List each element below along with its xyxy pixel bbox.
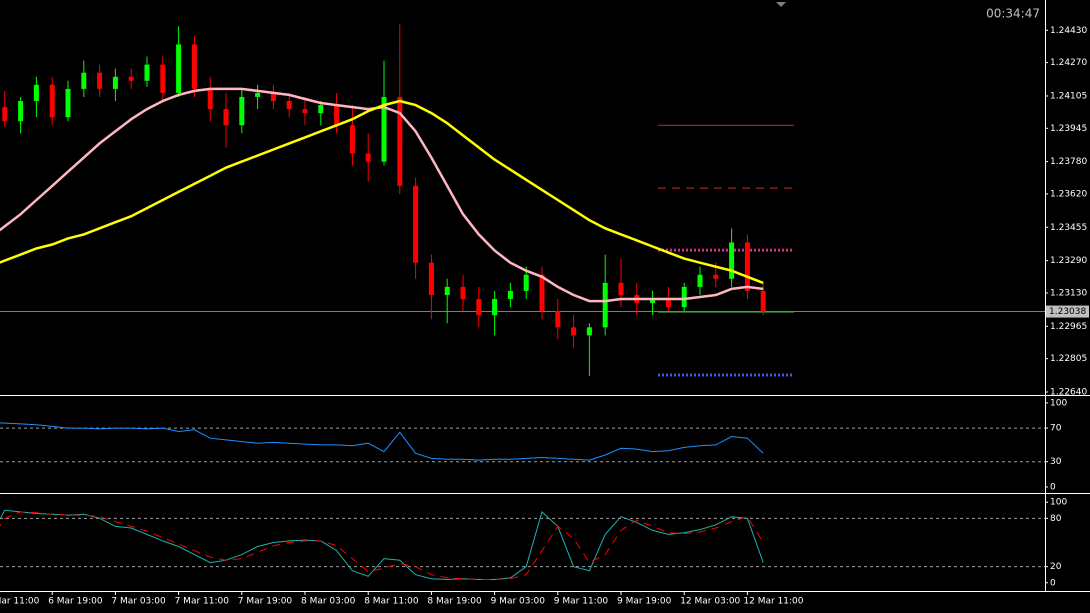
y-tick-label: 1.24430 (1050, 26, 1087, 36)
x-tick-label: 12 Mar 11:00 (743, 597, 803, 607)
y-tick-label: 0 (1050, 578, 1056, 588)
candle-body (665, 299, 671, 308)
candle-body (255, 92, 261, 97)
x-tick-label: 6 Mar 11:00 (0, 597, 40, 607)
timer: 00:34:47 (986, 7, 1040, 21)
y-tick-label: 1.23130 (1050, 288, 1087, 298)
candle-body (270, 92, 276, 102)
x-tick-label: 9 Mar 11:00 (554, 597, 609, 607)
candle-body (97, 72, 103, 89)
y-tick-label: 1.22965 (1050, 322, 1087, 332)
x-tick-label: 7 Mar 11:00 (175, 597, 230, 607)
candle-body (760, 290, 766, 312)
candle-body (444, 286, 450, 295)
y-tick-label: 100 (1050, 498, 1067, 508)
candle-body (286, 101, 292, 110)
indicator-line (0, 511, 764, 580)
candle-body (428, 262, 434, 295)
candle-body (476, 299, 482, 316)
candle-body (729, 242, 735, 279)
candle-body (523, 274, 529, 291)
candle-body (318, 105, 324, 114)
x-tick-label: 8 Mar 19:00 (427, 597, 482, 607)
candle-body (697, 274, 703, 287)
candle-body (81, 72, 87, 89)
candle-body (112, 76, 118, 89)
y-tick-label: 1.23290 (1050, 256, 1087, 266)
y-tick-label: 30 (1050, 457, 1062, 467)
y-tick-label: 1.22805 (1050, 354, 1087, 364)
x-tick-label: 8 Mar 03:00 (301, 597, 356, 607)
frame (0, 0, 1090, 592)
x-tick-label: 7 Mar 19:00 (238, 597, 293, 607)
candle-body (65, 88, 71, 118)
candle-body (207, 88, 213, 110)
x-tick-label: 8 Mar 11:00 (364, 597, 419, 607)
y-tick-label: 20 (1050, 562, 1062, 572)
candle-body (413, 185, 419, 263)
y-tick-label: 1.23620 (1050, 189, 1087, 199)
candle-body (507, 290, 513, 300)
candle-body (365, 153, 371, 162)
candle-body (18, 101, 24, 122)
x-tick-label: 7 Mar 03:00 (111, 597, 166, 607)
y-tick-label: 70 (1050, 424, 1062, 434)
y-tick-label: 1.23780 (1050, 157, 1087, 167)
y-tick-label: 1.23455 (1050, 223, 1087, 233)
candle-body (681, 286, 687, 308)
y-tick-label: 0 (1050, 482, 1056, 492)
candle-body (571, 327, 577, 336)
candle-body (744, 242, 750, 291)
indicator-line (0, 99, 764, 285)
candle-body (349, 125, 355, 154)
candle-body (555, 311, 561, 328)
candle-body (381, 96, 387, 162)
candle-body (2, 107, 8, 122)
indicator-line (0, 422, 764, 461)
y-tick-label: 80 (1050, 514, 1062, 524)
candle-body (602, 282, 608, 328)
y-tick-label: 1.23945 (1050, 124, 1087, 134)
y-tick-label: 1.24105 (1050, 91, 1087, 101)
candle-body (144, 64, 150, 81)
candle-body (191, 44, 197, 89)
candle-body (713, 274, 719, 279)
shift-marker (776, 2, 786, 7)
candle-body (33, 84, 39, 102)
x-tick-label: 9 Mar 19:00 (617, 597, 672, 607)
candle-body (397, 96, 403, 186)
y-tick-label: 1.22640 (1050, 387, 1087, 397)
y-tick-label: 1.24270 (1050, 58, 1087, 68)
x-tick-label: 6 Mar 19:00 (48, 597, 103, 607)
candle-body (302, 109, 308, 114)
candle-body (460, 286, 466, 300)
last-price-label: 1.23038 (1049, 307, 1086, 317)
candle-body (586, 327, 592, 336)
candle-body (239, 96, 245, 126)
last-price-box (1046, 305, 1089, 318)
candle-body (160, 64, 166, 93)
candle-body (492, 299, 498, 316)
candle-body (223, 109, 229, 126)
y-tick-label: 100 (1050, 398, 1067, 408)
x-tick-label: 9 Mar 03:00 (491, 597, 546, 607)
candle-body (176, 44, 182, 93)
candle-body (539, 274, 545, 312)
x-tick-label: 12 Mar 03:00 (680, 597, 740, 607)
candle-body (650, 299, 656, 304)
candle-body (128, 76, 134, 81)
candle-body (618, 282, 624, 295)
candle-body (334, 105, 340, 126)
candle-body (49, 84, 55, 118)
